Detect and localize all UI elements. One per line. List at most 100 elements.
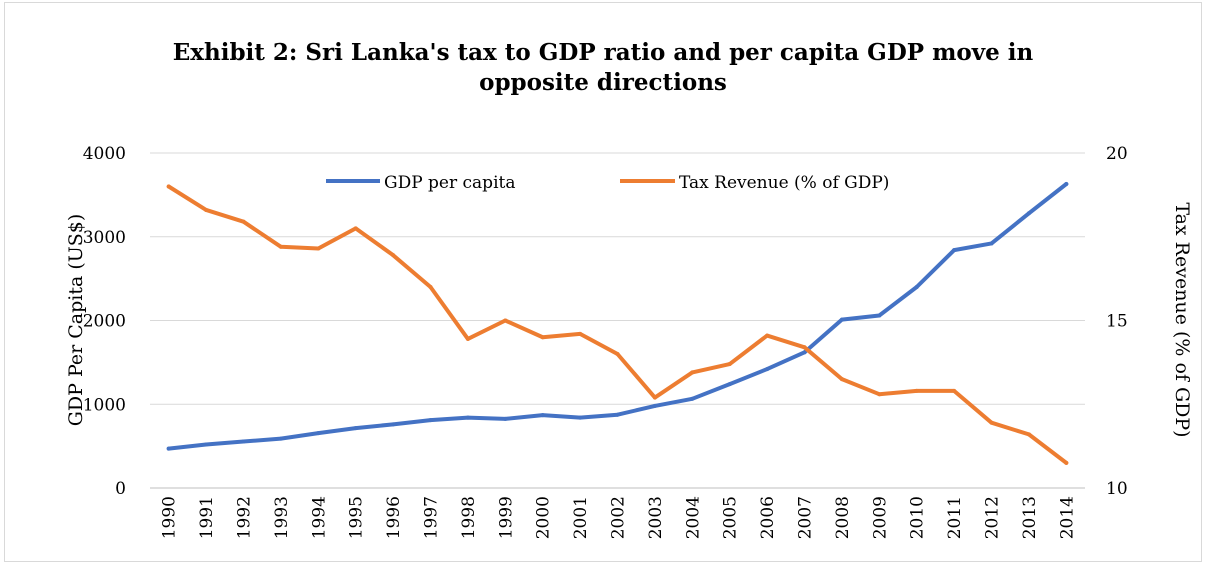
chart-frame (4, 2, 1202, 562)
data-point-1 (278, 244, 283, 249)
data-point-0 (353, 426, 358, 431)
left-tick-label: 1000 (83, 395, 126, 415)
x-tick-label: 2008 (833, 496, 853, 539)
data-point-1 (428, 285, 433, 289)
data-point-1 (952, 388, 957, 393)
data-point-0 (952, 248, 957, 253)
data-point-1 (503, 318, 508, 323)
right-axis-ticks: 10 15 20 (1106, 144, 1128, 499)
x-tick-label: 1993 (272, 496, 292, 539)
x-tick-label: 2014 (1057, 496, 1077, 539)
x-tick-label: 1992 (235, 496, 255, 539)
data-point-0 (428, 418, 433, 423)
x-tick-label: 2001 (571, 496, 591, 539)
x-tick-label: 1998 (459, 496, 479, 539)
chart-title-line-2: opposite directions (479, 69, 727, 96)
data-point-0 (765, 367, 770, 372)
x-tick-label: 2004 (683, 496, 703, 539)
x-tick-label: 1990 (160, 496, 180, 539)
gridlines (150, 152, 1085, 489)
data-point-1 (652, 395, 657, 400)
data-point-1 (765, 333, 770, 338)
data-point-1 (802, 345, 807, 350)
data-point-0 (877, 313, 882, 318)
data-point-0 (1064, 181, 1069, 186)
data-point-0 (615, 412, 620, 417)
data-point-0 (465, 415, 470, 420)
x-tick-label: 2010 (908, 496, 928, 539)
x-tick-label: 2000 (534, 496, 554, 539)
data-point-1 (166, 184, 171, 189)
data-point-0 (278, 436, 283, 441)
x-tick-label: 1999 (496, 496, 516, 539)
x-axis-ticks: 1990 1991 1992 1993 1994 1995 1996 1997 1998 1999… (160, 496, 1078, 539)
data-point-0 (578, 415, 583, 420)
chart-title-line-1: Exhibit 2: Sri Lanka's tax to GDP ratio … (172, 39, 1034, 66)
legend-label-gdp: GDP per capita (384, 173, 515, 193)
data-point-0 (914, 285, 919, 289)
legend: GDP per capita Tax Revenue (% of GDP) (326, 173, 889, 193)
data-point-0 (989, 241, 994, 246)
data-point-1 (578, 331, 583, 336)
x-tick-label: 2013 (1020, 496, 1040, 539)
data-point-1 (353, 226, 358, 231)
data-point-0 (839, 317, 844, 322)
right-tick-label: 15 (1106, 312, 1128, 332)
left-tick-label: 3000 (83, 228, 126, 248)
data-point-1 (839, 377, 844, 382)
series-line-1 (166, 184, 1069, 465)
data-point-0 (241, 439, 246, 444)
data-point-0 (503, 416, 508, 421)
left-tick-label: 4000 (83, 144, 126, 164)
legend-label-tax: Tax Revenue (% of GDP) (679, 173, 889, 193)
data-point-0 (316, 431, 321, 436)
x-tick-label: 1997 (422, 496, 442, 539)
data-point-0 (1026, 211, 1031, 216)
data-point-1 (241, 219, 246, 224)
data-point-0 (166, 446, 171, 451)
x-tick-label: 1991 (197, 496, 217, 539)
data-point-0 (391, 422, 396, 427)
right-tick-label: 10 (1106, 479, 1128, 499)
data-point-1 (540, 335, 545, 340)
data-point-1 (914, 388, 919, 393)
data-point-1 (615, 352, 620, 356)
x-tick-label: 2011 (945, 496, 965, 539)
chart-title: Exhibit 2: Sri Lanka's tax to GDP ratio … (0, 38, 1206, 98)
data-point-1 (391, 253, 396, 258)
data-point-1 (316, 246, 321, 251)
x-tick-label: 2002 (609, 496, 629, 539)
series-lines (166, 181, 1069, 465)
data-point-0 (690, 396, 695, 401)
data-point-1 (204, 207, 209, 212)
left-tick-label: 0 (115, 479, 126, 499)
data-point-1 (989, 420, 994, 425)
x-tick-label: 2003 (646, 496, 666, 539)
data-point-0 (204, 442, 209, 447)
series-line-0 (166, 181, 1069, 451)
x-tick-label: 1995 (347, 496, 367, 539)
x-tick-label: 2005 (721, 496, 741, 539)
data-point-0 (802, 350, 807, 355)
left-axis-ticks: 0 1000 2000 3000 4000 (83, 144, 126, 499)
data-point-1 (877, 392, 882, 397)
data-point-0 (652, 403, 657, 408)
x-tick-label: 2012 (983, 496, 1003, 539)
x-tick-label: 1994 (309, 496, 329, 539)
x-tick-label: 2009 (870, 496, 890, 539)
data-point-0 (727, 382, 732, 387)
data-point-1 (465, 336, 470, 341)
x-tick-label: 2006 (758, 496, 778, 539)
x-tick-label: 2007 (796, 496, 816, 539)
left-tick-label: 2000 (83, 312, 126, 332)
x-tick-label: 1996 (384, 496, 404, 539)
data-point-1 (1064, 460, 1069, 465)
right-tick-label: 20 (1106, 144, 1128, 164)
data-point-1 (1026, 432, 1031, 437)
data-point-1 (690, 370, 695, 375)
data-point-0 (540, 413, 545, 418)
data-point-1 (727, 362, 732, 367)
left-axis-label: GDP Per Capita (US$) (65, 214, 87, 427)
right-axis-label: Tax Revenue (% of GDP) (1171, 202, 1193, 437)
